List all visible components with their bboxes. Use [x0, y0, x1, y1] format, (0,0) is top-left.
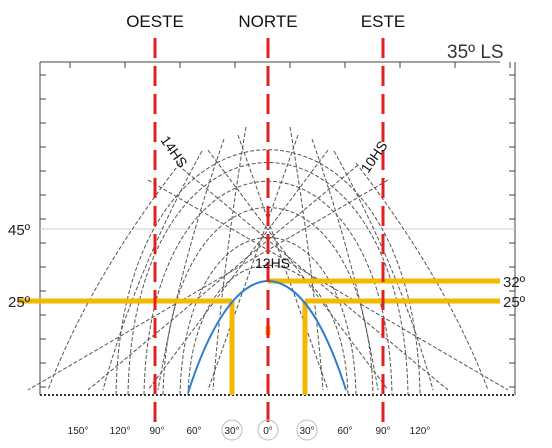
- azimuth-tick-circle: [257, 419, 279, 441]
- hour-line: [289, 126, 324, 391]
- hour-line: [157, 138, 225, 391]
- hour-line-cross: [147, 179, 509, 391]
- hour-line: [333, 150, 434, 391]
- azimuth-tick-label: 90°: [375, 426, 390, 437]
- azimuth-tick-label: 90°: [149, 426, 164, 437]
- azimuth-tick-label: 30°: [224, 426, 239, 437]
- hour-line-cross: [147, 149, 329, 391]
- west-label: OESTE: [126, 12, 184, 31]
- altitude-25-right-label: 25º: [503, 294, 526, 311]
- altitude-45-label: 45º: [8, 222, 31, 239]
- azimuth-tick-label: 60°: [186, 426, 201, 437]
- chart-frame: [39, 61, 516, 396]
- hour-14-label: 14HS: [158, 133, 191, 171]
- hour-line-cross: [27, 179, 389, 391]
- hour-line-cross: [207, 134, 299, 391]
- azimuth-tick-label: 0°: [263, 426, 273, 437]
- hour-line: [47, 162, 181, 391]
- hour-line-cross: [87, 164, 359, 391]
- hour-line-cross: [207, 149, 389, 391]
- declination-arc: [187, 264, 349, 396]
- hour-line: [311, 138, 379, 391]
- azimuth-tick-label: 60°: [337, 426, 352, 437]
- hour-line: [102, 150, 203, 391]
- hour-10-label: 10HS: [357, 138, 390, 176]
- hour-line-cross: [237, 134, 329, 391]
- sun-path-grid: [27, 126, 509, 396]
- altitude-32-right-label: 32º: [503, 274, 526, 291]
- latitude-label: 35º LS: [447, 42, 504, 63]
- azimuth-ticks: 150° 120° 90° 60° 30° 0° 30° 60° 90° 120°: [68, 419, 431, 441]
- hour-line: [355, 162, 489, 391]
- azimuth-tick-circle: [296, 419, 318, 441]
- azimuth-tick-label: 120°: [110, 426, 131, 437]
- azimuth-tick-circle: [221, 419, 243, 441]
- hour-12-label: 12HS: [255, 255, 290, 271]
- direction-lines: [153, 38, 385, 425]
- altitude-25-left-label: 25º: [8, 294, 31, 311]
- azimuth-tick-label: 120°: [410, 426, 431, 437]
- frame-ticks: [40, 62, 515, 388]
- north-label: NORTE: [238, 12, 297, 31]
- azimuth-tick-label: 150°: [68, 426, 89, 437]
- hour-line: [212, 126, 247, 391]
- hour-line-cross: [177, 164, 449, 391]
- declination-arc: [115, 149, 421, 396]
- azimuth-tick-label: 30°: [299, 426, 314, 437]
- east-label: ESTE: [361, 12, 405, 31]
